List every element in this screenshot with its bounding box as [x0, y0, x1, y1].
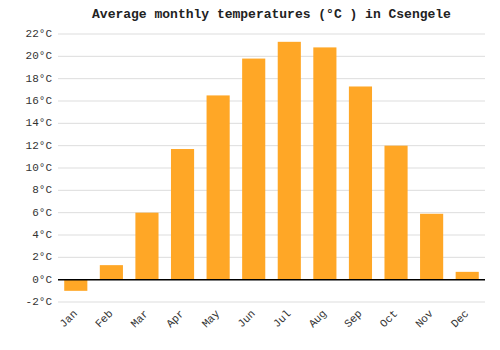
x-tick-label: Jun: [235, 308, 257, 330]
y-tick-label: 2°C: [32, 251, 52, 263]
grid-line: [58, 145, 485, 146]
grid-line: [58, 101, 485, 102]
x-tick-label: Jan: [57, 308, 79, 330]
x-tick-label: Feb: [93, 308, 115, 330]
bar: [171, 149, 194, 280]
y-tick-label: 4°C: [32, 229, 52, 241]
y-tick-label: 14°C: [26, 117, 53, 129]
x-axis: Jan Feb Mar Apr May Jun Jul Aug Sep Oct Nov Dec: [57, 307, 471, 330]
x-tick-label: Oct: [378, 308, 400, 330]
y-tick-label: 12°C: [26, 140, 53, 152]
bar: [242, 59, 265, 280]
x-tick-label: Apr: [164, 308, 186, 330]
grid-line: [58, 212, 485, 213]
bar: [135, 213, 158, 280]
y-tick-label: 18°C: [26, 73, 53, 85]
x-tick-label: Dec: [449, 308, 471, 330]
bars: [64, 42, 479, 291]
x-tick-label: Nov: [413, 307, 436, 330]
y-tick-label: -2°C: [26, 296, 53, 308]
x-tick-label: Jul: [271, 308, 293, 330]
bar: [64, 280, 87, 291]
x-tick-label: Mar: [129, 308, 151, 330]
y-tick-label: 20°C: [26, 50, 53, 62]
chart: -2°C 0°C 2°C 4°C 6°C 8°C 10°C 12°C 14°C 16°C 18°C 2…: [0, 0, 500, 350]
y-axis: -2°C 0°C 2°C 4°C 6°C 8°C 10°C 12°C 14°C 16°C 18°C 2…: [26, 28, 53, 308]
y-tick-label: 16°C: [26, 95, 53, 107]
bar: [349, 86, 372, 279]
x-tick-label: Sep: [342, 308, 364, 330]
grid-line: [58, 168, 485, 169]
y-tick-label: 10°C: [26, 162, 53, 174]
bar: [313, 47, 336, 279]
grid-line: [58, 56, 485, 57]
bar: [420, 214, 443, 280]
title: Average monthly temperatures (°C ) in Cs…: [92, 7, 451, 22]
y-tick-label: 6°C: [32, 207, 52, 219]
grid-line: [58, 302, 485, 303]
y-tick-label: 0°C: [32, 274, 52, 286]
grid-line: [58, 190, 485, 191]
bar: [100, 265, 123, 280]
grid-line: [58, 78, 485, 79]
zero-line: [58, 279, 485, 281]
bar: [207, 95, 230, 279]
grid-line: [58, 279, 485, 280]
y-tick-label: 8°C: [32, 184, 52, 196]
y-tick-label: 22°C: [26, 28, 53, 40]
chart-container: -2°C 0°C 2°C 4°C 6°C 8°C 10°C 12°C 14°C 16°C 18°C 2…: [0, 0, 500, 350]
x-tick-label: May: [200, 307, 223, 330]
grid-line: [58, 123, 485, 124]
bar: [384, 146, 407, 280]
bar: [456, 272, 479, 280]
grid-line: [58, 34, 485, 35]
x-tick-label: Aug: [307, 308, 329, 330]
bar: [278, 42, 301, 280]
grid: [58, 34, 485, 302]
